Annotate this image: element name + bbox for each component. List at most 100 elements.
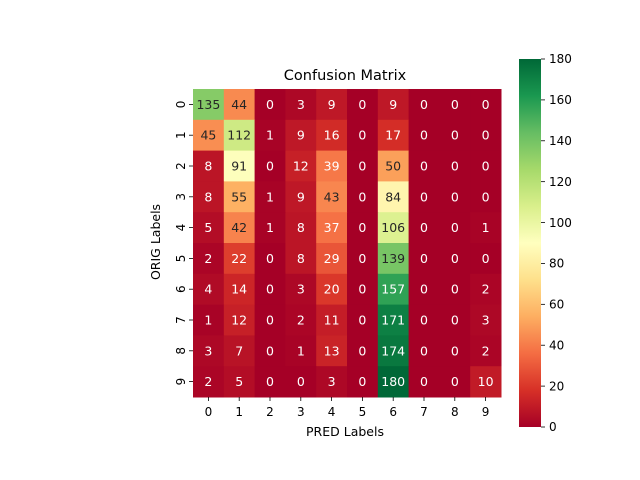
cell-value-label: 39 xyxy=(324,159,340,174)
heatmap-cell xyxy=(439,119,471,152)
cell-value-label: 0 xyxy=(297,374,305,389)
cell-value-label: 0 xyxy=(482,128,490,143)
heatmap-cell xyxy=(193,181,225,213)
heatmap-cell xyxy=(377,273,410,306)
heatmap-cell xyxy=(377,335,410,367)
heatmap-cell xyxy=(193,243,225,275)
heatmap-cell xyxy=(285,89,317,121)
heatmap-cell xyxy=(285,335,317,367)
heatmap-cell xyxy=(470,243,502,275)
heatmap-cell xyxy=(254,335,286,367)
colorbar-ticks: 0 20 40 60 80 100 120 140 160 180 xyxy=(541,52,572,434)
cell-value-label: 180 xyxy=(381,374,405,389)
cell-value-label: 1 xyxy=(266,189,274,204)
heatmap-cell xyxy=(377,119,410,152)
heatmap-cell xyxy=(408,366,440,398)
cell-value-label: 0 xyxy=(358,374,366,389)
cell-value-label: 0 xyxy=(482,189,490,204)
heatmap-cell xyxy=(408,212,440,244)
cell-value-label: 50 xyxy=(385,159,401,174)
heatmap-cell xyxy=(316,150,348,182)
cell-value-label: 0 xyxy=(451,313,459,328)
heatmap-cell xyxy=(470,335,502,367)
heatmap-cell xyxy=(408,150,440,182)
cell-value-label: 0 xyxy=(482,159,490,174)
cell-value-label: 8 xyxy=(204,159,212,174)
heatmap-cell xyxy=(377,181,410,213)
heatmap-cell xyxy=(439,273,471,306)
cell-value-label: 91 xyxy=(231,159,247,174)
y-tick-label: 3 xyxy=(174,193,188,201)
y-tick-label: 7 xyxy=(174,316,188,324)
cell-value-label: 0 xyxy=(358,189,366,204)
cell-value-label: 11 xyxy=(324,313,340,328)
heatmap-cell xyxy=(254,243,286,275)
cell-value-label: 7 xyxy=(235,343,243,358)
cell-value-label: 17 xyxy=(385,128,401,143)
cell-value-label: 0 xyxy=(266,97,274,112)
colorbar-tick-label: 180 xyxy=(549,52,572,66)
heatmap-cell xyxy=(193,119,225,152)
heatmap-cell xyxy=(347,243,379,275)
heatmap-cell xyxy=(223,212,256,244)
colorbar-tick-label: 0 xyxy=(549,420,557,434)
y-tick-label: 5 xyxy=(174,255,188,263)
heatmap-cell xyxy=(193,366,225,398)
cell-value-label: 0 xyxy=(358,282,366,297)
cell-value-label: 1 xyxy=(297,343,305,358)
heatmap-cell xyxy=(254,181,286,213)
cell-value-label: 106 xyxy=(381,220,405,235)
colorbar-tick-label: 140 xyxy=(549,134,572,148)
y-axis-ticks: 0 1 2 3 4 5 6 7 8 9 xyxy=(174,101,193,386)
y-tick-label: 9 xyxy=(174,378,188,386)
cell-value-label: 44 xyxy=(231,97,247,112)
heatmap-cell xyxy=(223,366,256,398)
x-tick-label: 5 xyxy=(359,405,367,419)
cell-value-label: 0 xyxy=(358,251,366,266)
cell-value-label: 9 xyxy=(297,189,305,204)
heatmap-cell xyxy=(408,119,440,152)
heatmap-cell xyxy=(377,243,410,275)
cell-value-label: 112 xyxy=(227,128,251,143)
heatmap-cell xyxy=(285,150,317,182)
heatmap-cell xyxy=(254,273,286,306)
heatmap-cell xyxy=(470,212,502,244)
cell-value-label: 0 xyxy=(358,343,366,358)
heatmap-cell xyxy=(470,273,502,306)
heatmap-cell xyxy=(193,89,225,121)
x-tick-label: 3 xyxy=(297,405,305,419)
cell-value-label: 0 xyxy=(358,128,366,143)
cell-value-label: 0 xyxy=(358,313,366,328)
heatmap-cell xyxy=(193,212,225,244)
cell-value-label: 0 xyxy=(451,343,459,358)
cell-value-label: 157 xyxy=(381,282,405,297)
cell-value-label: 9 xyxy=(328,97,336,112)
heatmap-cell xyxy=(470,119,502,152)
heatmap-cell xyxy=(347,212,379,244)
cell-value-label: 0 xyxy=(420,343,428,358)
heatmap-cell xyxy=(285,243,317,275)
cell-value-label: 3 xyxy=(482,313,490,328)
heatmap-cell xyxy=(347,304,379,336)
heatmap-cell xyxy=(470,181,502,213)
heatmap-cell xyxy=(193,273,225,306)
cell-value-label: 2 xyxy=(482,343,490,358)
heatmap-cell xyxy=(316,89,348,121)
heatmap-cell xyxy=(347,335,379,367)
colorbar-tick-label: 80 xyxy=(549,257,564,271)
x-tick-label: 6 xyxy=(389,405,397,419)
heatmap-cell xyxy=(285,181,317,213)
cell-value-label: 3 xyxy=(297,97,305,112)
heatmap-cell xyxy=(408,181,440,213)
colorbar-tick-label: 40 xyxy=(549,338,564,352)
cell-value-label: 8 xyxy=(204,189,212,204)
heatmap-cell xyxy=(316,243,348,275)
cell-value-label: 1 xyxy=(482,220,490,235)
cell-value-label: 84 xyxy=(385,189,401,204)
cell-value-label: 3 xyxy=(328,374,336,389)
heatmap-cell xyxy=(377,366,410,398)
cell-value-label: 0 xyxy=(420,220,428,235)
y-tick-label: 1 xyxy=(174,131,188,139)
cell-value-label: 0 xyxy=(482,251,490,266)
